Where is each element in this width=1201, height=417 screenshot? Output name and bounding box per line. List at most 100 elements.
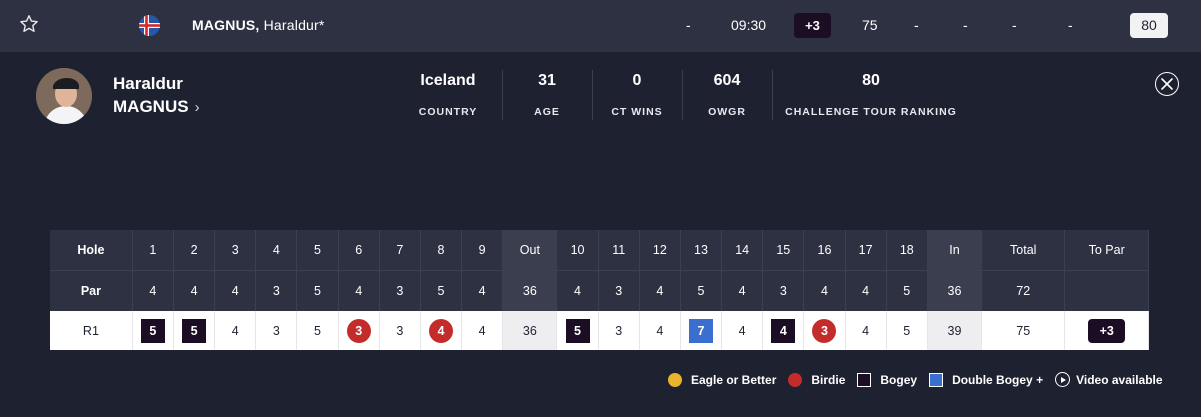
score-cell-15: 4 <box>762 311 805 350</box>
hole-header-5: 5 <box>296 230 339 271</box>
round-score: 75 <box>862 17 878 33</box>
birdie-score: 3 <box>812 318 837 343</box>
star-outline-icon[interactable] <box>19 14 39 34</box>
par-cell-in: 36 <box>927 270 983 311</box>
to-par-pill: +3 <box>1088 318 1126 343</box>
legend-video-label: Video available <box>1076 372 1163 387</box>
hole-header-18: 18 <box>886 230 928 271</box>
par-score: 4 <box>862 323 870 338</box>
stat-owgr: 604 OWGR <box>694 72 760 118</box>
stat-country: Iceland COUNTRY <box>408 72 488 118</box>
player-last-name-heading: MAGNUS <box>113 97 189 116</box>
par-cell-8: 5 <box>420 270 463 311</box>
par-cell-12: 4 <box>639 270 681 311</box>
birdie-dot-icon <box>788 372 803 387</box>
bogey-score: 5 <box>182 318 207 343</box>
stat-age: 31 AGE <box>516 72 578 118</box>
stat-ct-wins: 0 CT WINS <box>602 72 672 118</box>
player-first-name: Haraldur* <box>263 17 325 33</box>
hole-header-13: 13 <box>680 230 723 271</box>
par-cell-5: 5 <box>296 270 339 311</box>
par-cell-7: 3 <box>379 270 421 311</box>
hole-header-7: 7 <box>379 230 421 271</box>
score-cell-18: 5 <box>886 311 928 350</box>
hole-header-17: 17 <box>845 230 887 271</box>
stat-challenge-tour-ranking: 80 CHALLENGE TOUR RANKING <box>784 72 958 118</box>
player-avatar[interactable] <box>36 68 92 124</box>
divider <box>772 70 773 120</box>
round-3-score: - <box>963 17 968 33</box>
round-1-row[interactable]: R1 5 5 4 3 5 3 3 4 4 36 5 3 4 7 4 4 3 4 5 39 75 +3 <box>50 311 1149 350</box>
player-row[interactable]: MAGNUS, Haraldur* - 09:30 +3 75 - - - - … <box>0 0 1201 52</box>
par-cell-18: 5 <box>886 270 928 311</box>
total-score: 36 <box>522 323 537 338</box>
stat-value: 80 <box>862 72 880 89</box>
player-profile-link[interactable]: MAGNUS › <box>113 97 200 117</box>
thru-cell: - <box>1068 17 1073 33</box>
player-name[interactable]: MAGNUS, Haraldur* <box>192 17 325 33</box>
par-cell-4: 3 <box>255 270 298 311</box>
legend-birdie: Birdie <box>788 372 846 387</box>
score-cell-total: 75 <box>981 311 1066 350</box>
close-button[interactable] <box>1155 72 1179 96</box>
hole-header-8: 8 <box>420 230 463 271</box>
total-score: 75 <box>1016 323 1031 338</box>
legend-eagle-label: Eagle or Better <box>691 372 777 387</box>
score-cell-5: 5 <box>296 311 339 350</box>
eagle-dot-icon <box>668 372 682 387</box>
score-cell-11: 3 <box>598 311 640 350</box>
total-score: 39 <box>947 323 962 338</box>
par-label: Par <box>50 270 133 311</box>
stat-value: Iceland <box>420 72 476 89</box>
bogey-score: 5 <box>140 318 165 343</box>
hole-header-out: Out <box>502 230 558 271</box>
birdie-score: 4 <box>429 318 453 343</box>
score-cell-3: 4 <box>214 311 257 350</box>
player-first-name-heading[interactable]: Haraldur <box>113 74 183 93</box>
par-cell-2: 4 <box>173 270 216 311</box>
bogey-score: 5 <box>565 318 590 343</box>
hole-header-11: 11 <box>598 230 640 271</box>
score-cell-1: 5 <box>132 311 174 350</box>
hole-header-12: 12 <box>639 230 681 271</box>
score-cell-6: 3 <box>338 311 380 350</box>
par-cell-to-par <box>1064 270 1149 311</box>
divider <box>682 70 683 120</box>
stat-label: COUNTRY <box>418 106 478 118</box>
hole-header-1: 1 <box>132 230 174 271</box>
scorecard-table: Hole 1 2 3 4 5 6 7 8 9 Out 10 11 12 13 14 15 16 17 18 In Tot… <box>50 230 1149 350</box>
score-cell-13: 7 <box>680 311 723 350</box>
tee-time: 09:30 <box>731 17 767 33</box>
score-cell-8: 4 <box>420 311 463 350</box>
par-score: 4 <box>478 323 486 338</box>
par-cell-13: 5 <box>680 270 723 311</box>
hole-header-2: 2 <box>173 230 216 271</box>
par-cell-6: 4 <box>338 270 380 311</box>
par-row: Par 4 4 4 3 5 4 3 5 4 36 4 3 4 5 4 3 4 4 5 36 72 <box>50 270 1149 311</box>
par-cell-14: 4 <box>721 270 764 311</box>
score-cell-16: 3 <box>803 311 846 350</box>
par-score: 5 <box>903 323 911 338</box>
double-bogey-square-icon <box>929 372 944 387</box>
score-cell-4: 3 <box>255 311 298 350</box>
bogey-score: 4 <box>771 318 796 343</box>
legend-birdie-label: Birdie <box>811 372 846 387</box>
par-cell-17: 4 <box>845 270 887 311</box>
hole-header-15: 15 <box>762 230 805 271</box>
iceland-flag-icon <box>139 15 160 36</box>
round-label: R1 <box>50 311 133 350</box>
score-cell-to-par: +3 <box>1064 311 1149 350</box>
position-cell: - <box>686 17 691 33</box>
hole-header-9: 9 <box>461 230 504 271</box>
legend-eagle: Eagle or Better <box>668 372 777 387</box>
par-cell-3: 4 <box>214 270 257 311</box>
birdie-score: 3 <box>346 318 371 343</box>
score-cell-out: 36 <box>502 311 558 350</box>
chevron-right-icon: › <box>194 99 200 116</box>
par-score: 3 <box>272 323 280 338</box>
par-cell-11: 3 <box>598 270 640 311</box>
stat-label: CHALLENGE TOUR RANKING <box>785 106 957 118</box>
legend-video: Video available <box>1055 372 1163 387</box>
par-score: 4 <box>738 323 746 338</box>
score-legend: Eagle or Better Birdie Bogey Double Boge… <box>668 372 1175 387</box>
